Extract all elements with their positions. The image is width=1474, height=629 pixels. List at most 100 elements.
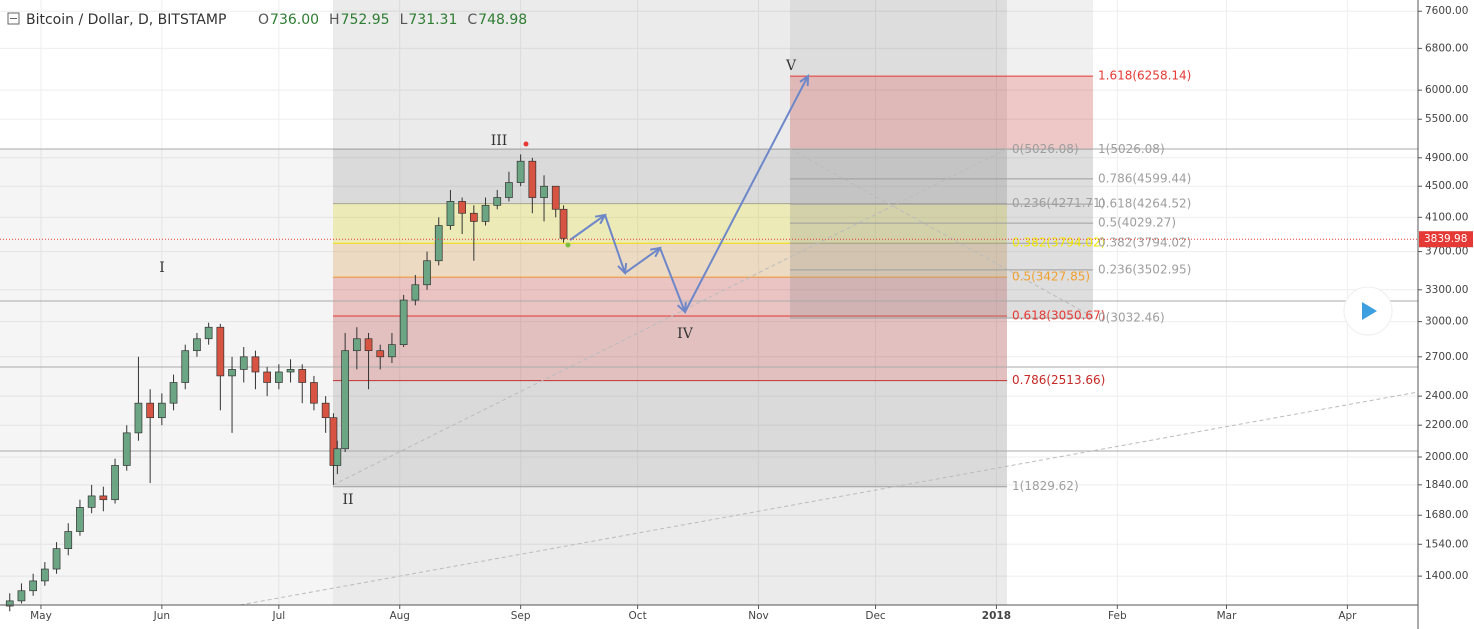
candle-body: [251, 356, 260, 373]
candle-body: [493, 197, 502, 206]
candle-body: [388, 344, 396, 358]
fib-label: 0.618(3050.67): [1012, 309, 1105, 323]
x-tick-label: Apr: [1338, 610, 1357, 622]
wave-label: II: [342, 492, 353, 508]
candle-body: [352, 338, 361, 352]
candle-body: [181, 350, 190, 383]
y-tick-label: 7600.00: [1425, 5, 1468, 17]
x-tick-label: Sep: [511, 610, 531, 622]
wave-label: I: [159, 260, 165, 276]
fib-label: 1(1829.62): [1012, 479, 1079, 493]
candle-body: [29, 580, 37, 592]
candle-body: [469, 212, 478, 222]
fib-label: 0.786(4599.44): [1098, 171, 1191, 185]
y-tick-label: 2400.00: [1425, 390, 1468, 402]
y-tick-label: 2000.00: [1425, 451, 1468, 463]
candle-body: [274, 371, 283, 383]
ohlc-value: 731.31: [408, 12, 457, 28]
fib-band: [790, 76, 1093, 150]
play-button[interactable]: [1343, 286, 1393, 336]
fib-label: 0.236(4271.71): [1012, 196, 1105, 210]
candle-body: [528, 160, 537, 198]
candle-body: [434, 225, 443, 262]
candle-body: [99, 495, 108, 501]
fib-band: [790, 178, 1093, 205]
projection-arrow: [604, 214, 626, 274]
candle-body: [204, 326, 213, 340]
collapse-icon[interactable]: [7, 12, 20, 25]
ohlc-key: O: [258, 12, 269, 28]
y-tick-label: 5500.00: [1425, 113, 1468, 125]
candle-body: [64, 531, 73, 550]
x-tick-label: Nov: [748, 610, 769, 622]
x-tick-label: Jun: [153, 610, 170, 622]
candle-body: [321, 402, 330, 419]
fib-label: 0(3032.46): [1098, 311, 1165, 325]
wave-label: IV: [677, 326, 694, 342]
candle-body: [193, 338, 201, 352]
play-icon: [1362, 302, 1377, 320]
candle-body: [559, 208, 568, 239]
fib-band: [790, 223, 1093, 244]
trend-line: [789, 148, 1094, 318]
projection-arrow: [684, 75, 809, 313]
fib-label: 0.618(4264.52): [1098, 197, 1191, 211]
y-tick-label: 3000.00: [1425, 316, 1468, 328]
x-tick-label: Aug: [389, 610, 410, 622]
fib-label: 0.382(3794.02): [1098, 236, 1191, 250]
candle-body: [17, 590, 26, 602]
ohlc-value: 752.95: [341, 12, 390, 28]
candle-body: [5, 600, 14, 607]
wave-label: V: [785, 58, 797, 74]
fib-band: [333, 380, 1007, 487]
candle-body: [423, 260, 431, 286]
candle-body: [111, 465, 119, 501]
fib-label: 1.618(6258.14): [1098, 69, 1191, 83]
ohlc-key: L: [400, 12, 408, 28]
x-tick-label: Mar: [1217, 610, 1237, 622]
y-tick-label: 2200.00: [1425, 419, 1468, 431]
fib-band: [333, 149, 1007, 204]
y-tick-label: 4100.00: [1425, 211, 1468, 223]
y-tick-label: 2700.00: [1425, 351, 1468, 363]
x-tick-label: Oct: [629, 610, 647, 622]
fib-label: 0.382(3794.02): [1012, 236, 1105, 250]
fib-label: 0.5(3427.85): [1012, 270, 1090, 284]
candle-body: [134, 402, 143, 434]
background-shade: [0, 149, 333, 605]
last-price-label: 3839.98: [1424, 233, 1467, 245]
candle-body: [228, 369, 236, 377]
y-tick-label: 4500.00: [1425, 180, 1468, 192]
y-tick-label: 6800.00: [1425, 42, 1468, 54]
fib-band: [333, 277, 1007, 317]
y-tick-label: 3700.00: [1425, 246, 1468, 258]
ohlc-value: 748.98: [478, 12, 527, 28]
fib-label: 1(5026.08): [1098, 142, 1165, 156]
wave-label: III: [491, 133, 508, 149]
candle-body: [310, 382, 318, 404]
fib-band: [333, 316, 1007, 381]
y-tick-label: 6000.00: [1425, 84, 1468, 96]
candle-body: [446, 201, 455, 226]
candle-body: [40, 568, 49, 582]
x-tick-label: May: [30, 610, 52, 622]
symbol: Bitcoin / Dollar, D, BITSTAMP: [26, 12, 226, 28]
x-tick-label: 2018: [982, 610, 1011, 622]
fib-label: 0(5026.08): [1012, 142, 1079, 156]
low-dot: [565, 242, 571, 248]
fib-label: 0.5(4029.27): [1098, 216, 1176, 230]
candle-body: [216, 326, 225, 377]
arrow-head: [799, 73, 810, 87]
candle-body: [122, 432, 131, 466]
ohlc-value: 736.00: [270, 12, 319, 28]
ohlc-key: C: [467, 12, 477, 28]
ohlc-key: H: [329, 12, 340, 28]
candle-body: [263, 371, 271, 383]
fib-band: [790, 243, 1093, 270]
fib-band: [790, 204, 1093, 224]
candle-body: [52, 548, 61, 570]
trend-line: [239, 391, 1419, 606]
candle-body: [146, 402, 154, 419]
candle-body: [169, 382, 178, 404]
